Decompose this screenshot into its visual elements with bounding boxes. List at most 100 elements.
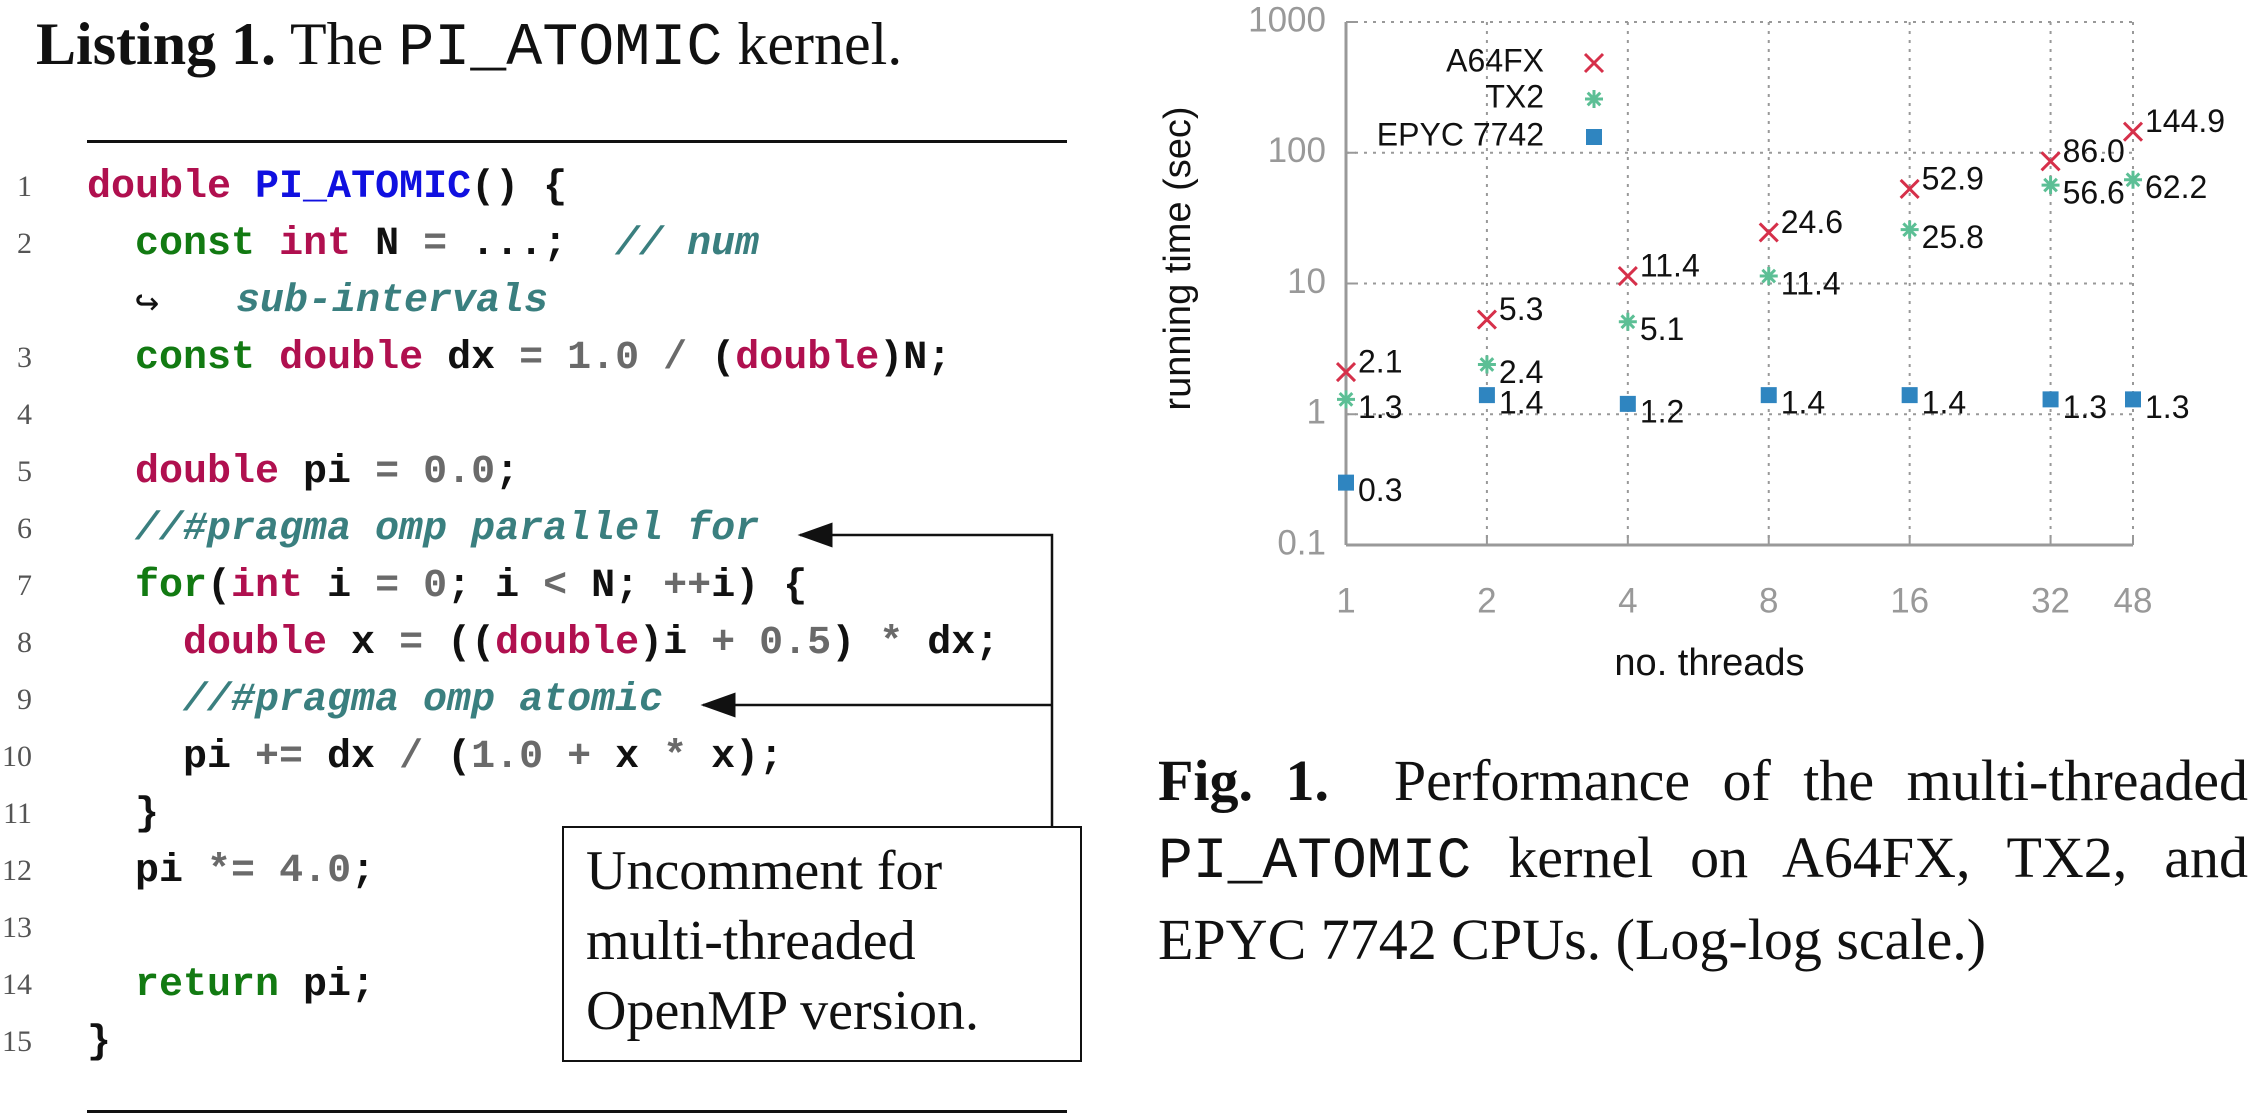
data-point [1759, 267, 1778, 286]
data-point [2042, 391, 2059, 408]
line-number: 12 [2, 854, 32, 887]
data-label: 52.9 [1922, 160, 1984, 196]
data-label: 62.2 [2145, 169, 2207, 205]
data-label: 1.3 [1358, 389, 1402, 425]
data-point [2041, 176, 2060, 195]
line-number: 13 [2, 911, 32, 944]
data-label: 11.4 [1640, 248, 1700, 284]
line-number: 3 [17, 341, 32, 374]
annotation-text: OpenMP version. [586, 980, 980, 1042]
x-tick-label: 48 [2114, 581, 2153, 620]
data-point [2040, 151, 2061, 172]
data-point [1758, 222, 1779, 243]
data-label: 5.1 [1640, 311, 1684, 347]
code-line: } [87, 1020, 112, 1065]
x-axis-label: no. threads [1614, 642, 1804, 684]
legend-label: EPYC 7742 [1377, 116, 1544, 152]
y-tick-label: 1000 [1248, 0, 1326, 39]
arrows [700, 522, 1054, 826]
data-point [1899, 178, 1920, 199]
annotation-text: Uncomment for [586, 840, 943, 902]
data-label: 1.4 [1922, 385, 1966, 421]
code-line: //#pragma omp parallel for [135, 507, 760, 552]
line-number: 4 [17, 398, 32, 431]
data-point [1476, 309, 1497, 330]
caption-code-name: PI_ATOMIC [1158, 830, 1472, 895]
data-label: 5.3 [1499, 291, 1543, 327]
line-number: 11 [3, 797, 32, 830]
listing-text: kernel. [737, 11, 903, 77]
legend-marker [1586, 129, 1602, 145]
x-tick-label: 32 [2031, 581, 2070, 620]
annotation-text: multi-threaded [586, 910, 916, 972]
code-line: double x = ((double)i + 0.5) * dx; [183, 621, 1000, 666]
data-point [1901, 387, 1918, 404]
arrow [797, 522, 1054, 826]
data-label: 56.6 [2063, 175, 2125, 211]
code-line: //#pragma omp atomic [183, 678, 664, 723]
y-tick-label: 0.1 [1277, 523, 1326, 562]
y-tick-label: 100 [1268, 131, 1326, 170]
legend-marker [1585, 90, 1603, 108]
y-tick-label: 10 [1287, 262, 1326, 301]
data-point [1477, 355, 1496, 374]
data-label: 1.2 [1640, 393, 1684, 429]
code-line: pi *= 4.0; [87, 849, 376, 894]
line-number: 5 [17, 455, 32, 488]
code-line: return pi; [135, 963, 376, 1008]
code-line: const int N = ...; // num [135, 222, 760, 267]
x-tick-label: 1 [1336, 581, 1355, 620]
data-point [1335, 362, 1357, 383]
data-point [1338, 474, 1354, 491]
data-point [1618, 312, 1637, 331]
line-number: 1 [17, 170, 32, 203]
data-label: 144.9 [2145, 103, 2225, 139]
data-label: 24.6 [1781, 204, 1843, 240]
data-point [2124, 170, 2142, 189]
code-line: } [87, 792, 160, 837]
listing-title: Listing 1. The PI_ATOMIC kernel. [36, 10, 902, 83]
line-number: 14 [2, 968, 32, 1001]
data-label: 1.3 [2145, 389, 2189, 425]
data-label: 1.3 [2063, 389, 2107, 425]
wrap-arrow: ↪ [135, 283, 160, 328]
legend-marker [1583, 52, 1605, 74]
caption-label: Fig. 1. [1158, 748, 1329, 813]
legend-label: TX2 [1485, 78, 1544, 114]
data-point [1617, 265, 1638, 287]
x-tick-label: 16 [1890, 581, 1929, 620]
data-label: 0.3 [1358, 472, 1402, 508]
code-line: for(int i = 0; i < N; ++i) { [135, 564, 808, 609]
listing-text: The [289, 11, 384, 77]
legend-label: A64FX [1446, 42, 1544, 78]
x-tick-label: 2 [1477, 581, 1496, 620]
line-number: 10 [2, 740, 32, 773]
data-label: 1.4 [1499, 385, 1543, 421]
y-axis-label: running time (sec) [1157, 106, 1199, 410]
caption-text: kernel on A64FX, TX2, and EPYC 7742 CPUs… [1158, 825, 2248, 972]
rule [87, 1110, 1067, 1113]
code-line: double pi = 0.0; [135, 450, 520, 495]
data-label: 11.4 [1781, 266, 1841, 302]
code-line: pi += dx / (1.0 + x * x); [87, 735, 784, 780]
listing-label: Listing 1. [36, 11, 277, 77]
code-continuation: sub-intervals [236, 279, 549, 324]
line-number: 2 [17, 227, 32, 260]
caption-text: Performance of the multi-threaded [1393, 748, 2249, 813]
data-point [1900, 220, 1919, 239]
rule [87, 140, 1067, 143]
data-label: 86.0 [2063, 133, 2125, 169]
line-number: 9 [17, 683, 32, 716]
code-line: const double dx = 1.0 / (double)N; [135, 336, 952, 381]
line-number: 15 [2, 1025, 32, 1058]
data-point [2125, 391, 2141, 408]
y-tick-label: 1 [1307, 393, 1326, 432]
code-line: double PI_ATOMIC() { [87, 165, 568, 210]
listing-code-name: PI_ATOMIC [398, 15, 723, 83]
data-point [1337, 390, 1355, 409]
x-tick-label: 8 [1759, 581, 1778, 620]
line-number: 7 [17, 569, 32, 602]
data-point [1478, 387, 1495, 404]
